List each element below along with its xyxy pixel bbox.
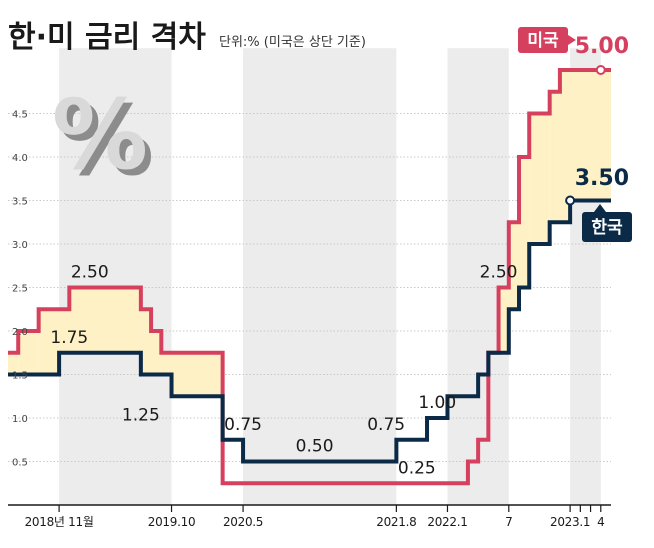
y-tick-label: 4.0 xyxy=(12,153,28,164)
rate-gap-segment xyxy=(151,331,162,375)
rate-gap-segment xyxy=(59,309,70,353)
shaded-band xyxy=(447,48,509,505)
data-labels: 2.50 1.75 1.25 0.75 0.50 0.75 1.00 0.25 2.50 xyxy=(50,263,517,479)
rate-gap-segment xyxy=(529,113,550,244)
series-lines xyxy=(8,68,611,486)
series-badge-label: 한국 xyxy=(591,218,623,238)
rate-gap-segment xyxy=(69,287,141,353)
y-tick-label: 4.5 xyxy=(12,110,28,121)
end-labels: 미국 5.00 3.50 한국 xyxy=(518,27,632,242)
series-badge-미국 xyxy=(518,27,568,53)
data-label: 2.50 xyxy=(71,263,109,283)
data-label: 0.50 xyxy=(296,437,334,457)
data-label: 0.75 xyxy=(367,415,405,435)
x-tick-label: 2021.8 xyxy=(376,515,416,529)
percent-sign-icon: % % xyxy=(52,79,154,197)
data-label: 1.25 xyxy=(122,405,160,425)
series-badge-pointer xyxy=(568,35,576,45)
percent-sign-icon-face: % xyxy=(52,79,148,191)
shaded-band xyxy=(59,48,172,505)
chart-title: 한·미 금리 격차 xyxy=(8,20,206,55)
y-tick-label: 1.0 xyxy=(12,414,28,425)
chart-header: 한·미 금리 격차 단위:% (미국은 상단 기준) xyxy=(8,20,366,55)
y-tick-label: 2.5 xyxy=(12,284,28,295)
percent-sign-icon-shadow: % xyxy=(58,85,154,197)
rate-gap-segment xyxy=(161,352,172,375)
end-marker-미국 xyxy=(595,65,606,75)
end-value-한국: 3.50 xyxy=(575,166,629,191)
series-badge-label: 미국 xyxy=(527,31,559,51)
series-line-미국 xyxy=(8,68,611,486)
rate-gap-segment xyxy=(549,91,560,223)
y-tick-label: 3.0 xyxy=(12,240,28,251)
y-tick-label: 2.0 xyxy=(12,327,28,338)
x-axis: 2018년 11월 2019.10 2020.5 2021.8 2022.1 7 2023.… xyxy=(8,504,611,529)
end-value-미국: 5.00 xyxy=(575,34,629,59)
series-line-한국 xyxy=(8,198,611,464)
rate-gap-segment xyxy=(559,70,571,223)
data-label: 0.25 xyxy=(398,458,436,478)
x-tick-label: 2018년 11월 xyxy=(25,515,94,529)
data-label: 1.75 xyxy=(50,328,88,348)
rate-gap-segment xyxy=(171,352,223,397)
x-tick-label: 2019.10 xyxy=(148,515,196,529)
data-label: 1.00 xyxy=(418,393,456,413)
y-tick-label: 3.5 xyxy=(12,197,28,208)
chart-subtitle: 단위:% (미국은 상단 기준) xyxy=(219,35,366,50)
rate-gap-segment xyxy=(570,70,611,201)
x-tick-label: 4 xyxy=(597,515,604,529)
data-label: 2.50 xyxy=(480,263,518,283)
x-tick-label: 7 xyxy=(505,515,512,529)
rate-gap-segment xyxy=(38,309,60,375)
rate-gap-segment xyxy=(8,352,19,375)
rate-gap-segment xyxy=(140,309,152,375)
series-badge-한국 xyxy=(582,212,632,242)
y-tick-label: 1.5 xyxy=(12,371,28,382)
rate-gap-segment xyxy=(519,157,530,288)
data-label: 0.75 xyxy=(224,415,262,435)
x-tick-label: 2022.1 xyxy=(427,515,467,529)
rate-gap-segment xyxy=(18,331,39,375)
rate-gap-segment xyxy=(498,287,509,353)
x-tick-label: 2023.1 xyxy=(550,515,590,529)
y-axis-ticks: 0.5 1.0 1.5 2.0 2.5 3.0 3.5 4.0 4.5 xyxy=(12,110,28,469)
y-tick-label: 0.5 xyxy=(12,458,28,469)
series-badge-pointer xyxy=(594,204,606,212)
x-tick-label: 2020.5 xyxy=(223,515,263,529)
rate-gap-area xyxy=(8,70,611,397)
shaded-band xyxy=(243,48,397,505)
end-marker-한국 xyxy=(565,195,576,206)
rate-gap-segment xyxy=(508,222,520,310)
